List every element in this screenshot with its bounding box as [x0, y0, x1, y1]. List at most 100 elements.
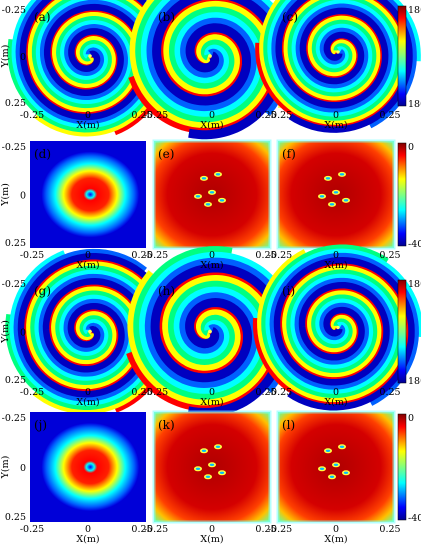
amp-defect-core [209, 191, 215, 194]
x-tick-label: 0.25 [255, 250, 276, 261]
x-tick-label: 0.25 [131, 250, 152, 261]
phase-band [133, 246, 270, 400]
x-tick-label: 0 [85, 524, 91, 535]
x-axis-label: X(m) [324, 120, 347, 131]
amp-defect-core [195, 467, 201, 470]
amp-defect-core [343, 471, 349, 474]
amp-defect-core [319, 467, 325, 470]
y-tick-label: 0 [20, 463, 26, 474]
x-tick-label: -0.25 [20, 387, 44, 398]
panel-label: (j) [34, 418, 47, 432]
colorbar-bottom-label: 180 [408, 376, 421, 387]
x-tick-label: -0.25 [144, 387, 168, 398]
x-tick-label: 0.25 [379, 250, 400, 261]
x-axis-label: X(m) [76, 397, 99, 408]
amp-defect-core [215, 173, 221, 176]
amp-defect-core [333, 191, 339, 194]
panel-label: (l) [282, 418, 295, 432]
amp-defect-core [343, 199, 349, 202]
x-tick-label: 0 [333, 250, 339, 261]
y-tick-label: 0.25 [5, 375, 26, 386]
phase-band [13, 248, 154, 402]
phase-band [263, 0, 401, 121]
y-axis-label: Y(m) [0, 45, 11, 69]
amp-defect-core [205, 203, 211, 206]
amp-defect-core [329, 203, 335, 206]
panel-l [276, 410, 396, 524]
x-tick-label: -0.25 [144, 524, 168, 535]
x-tick-label: -0.25 [268, 250, 292, 261]
amp-defect-core [219, 471, 225, 474]
phase-band [257, 249, 407, 403]
x-tick-label: -0.25 [144, 110, 168, 121]
y-axis-label: Y(m) [0, 320, 11, 344]
x-tick-label: 0 [209, 110, 215, 121]
x-axis-label: X(m) [76, 260, 99, 271]
phase-band [265, 248, 421, 394]
x-tick-label: 0 [333, 387, 339, 398]
phase-band [271, 0, 417, 129]
phase-band [275, 0, 413, 133]
x-tick-label: 0.25 [255, 387, 276, 398]
amp-defect-core [205, 475, 211, 478]
x-tick-label: 0 [85, 110, 91, 121]
amp-defect-core [325, 177, 331, 180]
x-tick-label: -0.25 [268, 387, 292, 398]
phase-band [144, 257, 293, 393]
x-tick-label: 0.25 [379, 524, 400, 535]
amp-defect-core [219, 199, 225, 202]
colorbar [397, 413, 407, 521]
panel-d [30, 141, 146, 248]
amp-defect-core [329, 475, 335, 478]
phase-band [17, 253, 175, 398]
amp-edge [276, 410, 396, 524]
y-axis-label: Y(m) [0, 456, 11, 480]
y-axis-label: Y(m) [0, 183, 11, 207]
amp-defect-core [201, 449, 207, 452]
y-tick-label: -0.25 [2, 279, 26, 290]
phase-band [11, 0, 157, 129]
amp-defect-core [339, 445, 345, 448]
colorbar [397, 142, 407, 247]
x-tick-label: -0.25 [268, 524, 292, 535]
colorbar [397, 279, 407, 384]
phase-band [19, 0, 173, 121]
panel-e [152, 139, 272, 250]
phase-band [135, 0, 268, 123]
phase-band [259, 0, 405, 125]
x-axis-label: X(m) [200, 120, 223, 131]
panel-label: (f) [282, 147, 296, 161]
panel-label: (a) [34, 10, 51, 24]
phase-band [9, 250, 159, 406]
phase-band [269, 252, 419, 406]
x-tick-label: 0 [333, 110, 339, 121]
x-axis-label: X(m) [200, 260, 223, 271]
panel-c [255, 0, 421, 133]
x-tick-label: 0.25 [379, 110, 400, 121]
x-tick-label: -0.25 [20, 250, 44, 261]
colorbar-top-label: 0 [408, 142, 414, 153]
x-axis-label: X(m) [200, 534, 223, 545]
x-tick-label: 0.25 [131, 524, 152, 535]
colorbar-top-label: 180 [408, 5, 421, 16]
phase-band [252, 261, 411, 407]
phase-band [15, 0, 153, 125]
panel-label: (g) [34, 284, 51, 298]
y-tick-label: -0.25 [2, 5, 26, 16]
colorbar-top-label: 180 [408, 279, 421, 290]
colorbar-bottom-label: -40 [408, 239, 421, 250]
y-tick-label: 0.25 [5, 512, 26, 523]
x-axis-label: X(m) [324, 397, 347, 408]
x-tick-label: 0.25 [255, 524, 276, 535]
x-tick-label: -0.25 [268, 110, 292, 121]
phase-band [129, 0, 274, 129]
x-tick-label: 0 [85, 250, 91, 261]
x-tick-label: 0 [85, 387, 91, 398]
x-tick-label: 0 [209, 250, 215, 261]
colorbar-bottom-label: 180 [408, 99, 421, 110]
panel-j [30, 412, 146, 522]
x-tick-label: 0.25 [379, 387, 400, 398]
x-axis-label: X(m) [324, 534, 347, 545]
panel-f [276, 139, 396, 250]
